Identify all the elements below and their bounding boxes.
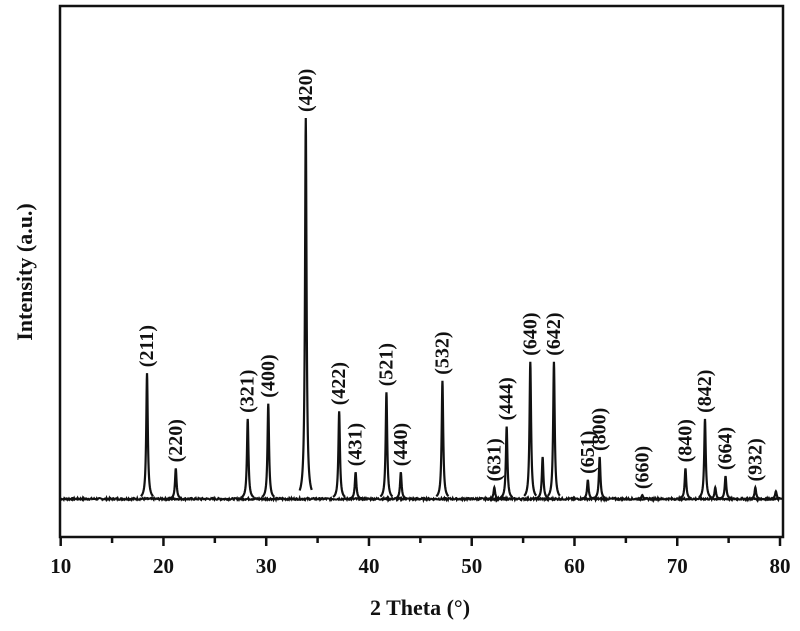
x-tick-label: 60 [564,554,585,578]
peak-640 [523,361,538,497]
x-axis: 10 20 30 40 50 60 70 80 [50,537,791,578]
peak-631 [488,484,501,500]
peak-label: (660) [631,446,653,489]
peak-431 [349,472,362,500]
peak-840 [679,468,692,500]
peak-660 [636,493,649,500]
peak-532 [435,380,450,498]
peak-label: (422) [328,362,350,405]
x-tick-label: 70 [667,554,688,578]
peak-label: (211) [136,325,158,367]
peak-400 [261,403,276,498]
peak-label: (444) [496,377,518,420]
peak-label: (420) [295,69,317,112]
peak-label: (521) [375,343,397,386]
peak-label: (842) [694,370,716,413]
peak-label: (840) [675,419,697,462]
peak-unlabeled-23 [769,489,783,500]
peak-440 [394,472,407,500]
peak-211 [140,373,154,497]
x-tick-label: 10 [50,554,71,578]
peak-521 [379,392,394,498]
peak-label: (651) [577,431,599,474]
peak-labels: (211) (220) (321)(400) (420) (422) (431) (521)… [136,69,766,489]
x-tick-label: 80 [770,554,791,578]
peak-unlabeled-13 [536,456,549,500]
peak-651 [581,479,594,500]
x-axis-label: 2 Theta (°) [370,595,470,620]
peak-642 [546,361,561,497]
peak-932 [749,484,762,500]
peak-label: (932) [744,438,766,481]
peak-label: (321) [237,370,259,413]
peak-label: (640) [519,312,541,355]
peak-label: (440) [390,423,412,466]
peak-label: (800) [589,408,611,451]
peak-444 [499,426,514,499]
peak-842 [698,418,712,499]
xrd-baseline [60,494,781,504]
y-axis-label: Intensity (a.u.) [12,203,37,341]
x-tick-label: 50 [461,554,482,578]
peak-label: (220) [165,419,187,462]
peak-label: (664) [715,427,737,470]
peak-800 [593,456,606,500]
peak-664 [719,475,732,500]
peak-321 [241,418,255,499]
peak-label: (431) [345,423,367,466]
peak-label: (631) [483,438,505,481]
x-tick-label: 20 [153,554,174,578]
x-tick-label: 30 [256,554,277,578]
x-tick-label: 40 [358,554,379,578]
peak-label: (400) [257,354,279,397]
peak-220 [169,468,183,500]
peak-label: (642) [543,312,565,355]
peak-422 [332,411,346,498]
plot-area [60,117,783,504]
peak-420 [298,117,313,491]
peak-label: (532) [431,331,453,374]
